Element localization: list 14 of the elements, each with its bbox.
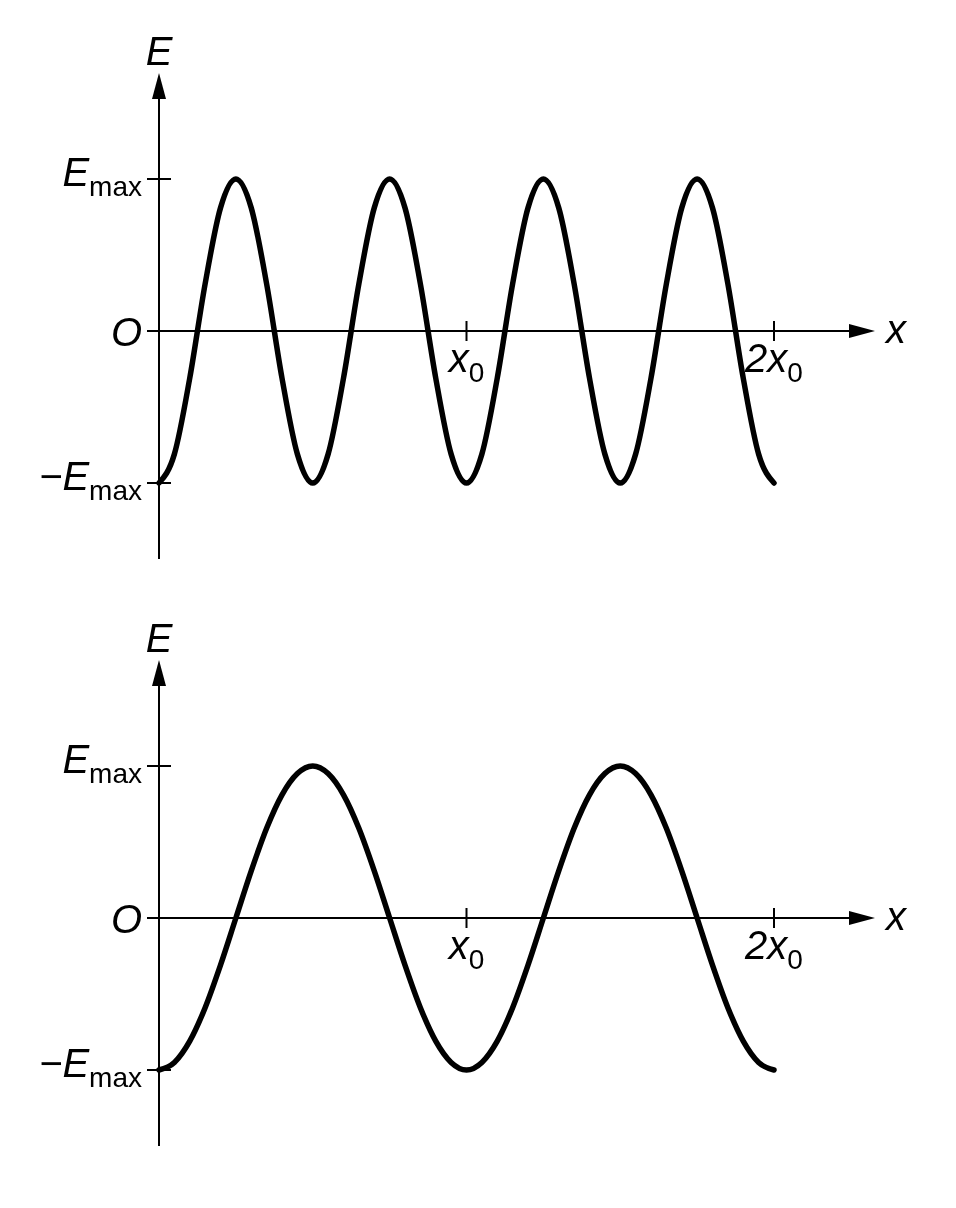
y-axis-title: E: [145, 616, 174, 660]
text: O: [110, 309, 142, 354]
text: E$_{max}$: [62, 149, 142, 202]
x-axis-title: x: [884, 894, 908, 938]
text: −E$_{max}$: [39, 1040, 142, 1093]
text: −E$_{max}$: [39, 453, 142, 506]
text: E$_{max}$: [62, 736, 142, 789]
x-axis-title: x: [884, 307, 908, 351]
y-axis-title: E: [145, 29, 174, 73]
x-tick-label: 2x$_{0}$: [744, 336, 803, 388]
text: O: [110, 896, 142, 941]
x-tick-label: x$_{0}$: [446, 336, 485, 388]
x-tick-label: x$_{0}$: [446, 923, 485, 975]
x-tick-label: 2x$_{0}$: [744, 923, 803, 975]
